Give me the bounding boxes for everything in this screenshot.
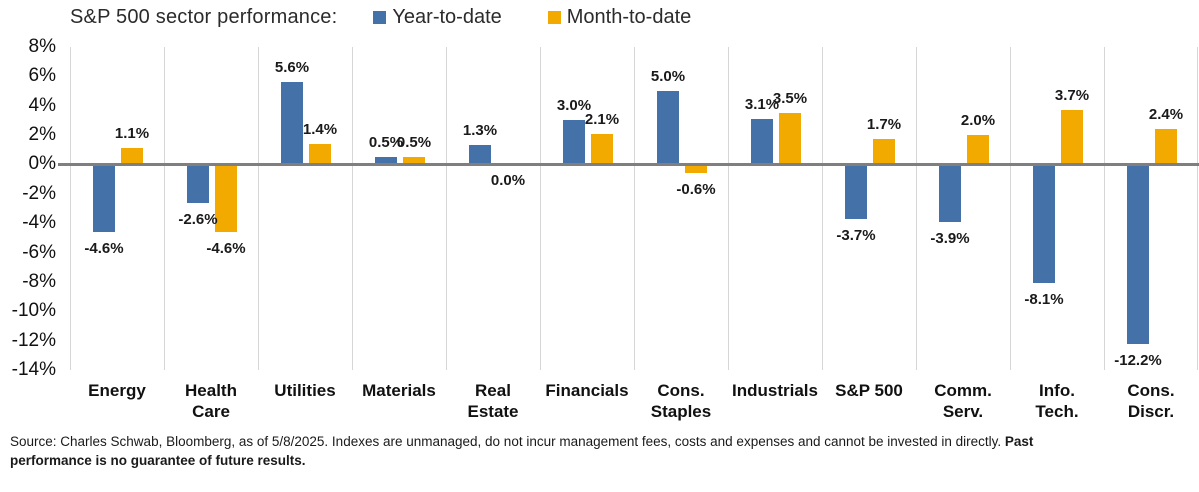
category-label: Cons. Staples [650, 381, 712, 421]
source-note-bold-text: Past performance is no guarantee of futu… [10, 434, 1034, 468]
category-label: Energy [88, 381, 146, 400]
bar-value-label: 1.3% [462, 122, 498, 140]
mtd-bar [685, 164, 707, 174]
ytd-bar [187, 164, 209, 203]
source-note-text: Source: Charles Schwab, Bloomberg, as of… [10, 434, 1005, 449]
chart-column: 5.6% 1.4% [258, 47, 352, 370]
bar-value-label: -0.6% [676, 181, 716, 199]
ytd-bar [751, 118, 773, 165]
y-axis-tick-label: 2% [28, 124, 56, 146]
chart-header: S&P 500 sector performance: Year-to-date… [70, 6, 737, 29]
ytd-bar [1127, 164, 1149, 344]
category-label: Materials [362, 381, 436, 400]
bar-value-label: 3.5% [772, 90, 808, 108]
bar-value-label: 2.4% [1148, 106, 1184, 124]
category-label: S&P 500 [835, 381, 903, 400]
y-axis-tick-label: -12% [11, 329, 56, 351]
y-axis-tick-label: -2% [22, 182, 56, 204]
bar-value-label: -12.2% [1114, 351, 1162, 369]
y-axis-tick-label: -8% [22, 270, 56, 292]
chart-column: -3.7% 1.7% [822, 47, 916, 370]
ytd-bar [375, 157, 397, 165]
ytd-legend-swatch-icon [373, 11, 387, 24]
y-axis-tick-label: -4% [22, 212, 56, 234]
category-label: Health Care [185, 381, 237, 421]
mtd-bar [1061, 110, 1083, 165]
source-note: Source: Charles Schwab, Bloomberg, as of… [10, 433, 1090, 471]
legend: Year-to-date Month-to-date [373, 6, 737, 29]
bar-value-label: 0.5% [368, 134, 404, 152]
category-label: Real Estate [467, 381, 519, 421]
ytd-bar [845, 164, 867, 219]
mtd-bar [403, 157, 425, 165]
chart-column: 5.0% -0.6% [634, 47, 728, 370]
y-axis-tick-label: -6% [22, 241, 56, 263]
chart-title: S&P 500 sector performance: [70, 6, 338, 28]
legend-item-mtd: Month-to-date [547, 6, 692, 29]
chart-column: -3.9% 2.0% [916, 47, 1010, 370]
ytd-bar [281, 82, 303, 165]
category-label: Industrials [732, 381, 818, 400]
bar-value-label: -4.6% [84, 239, 124, 257]
ytd-bar [469, 145, 491, 165]
ytd-bar [657, 91, 679, 165]
mtd-bar [121, 148, 143, 165]
bar-value-label: 2.1% [584, 110, 620, 128]
legend-label-ytd: Year-to-date [392, 6, 502, 28]
bar-value-label: 3.0% [556, 97, 592, 115]
bar-value-label: -3.9% [930, 229, 970, 247]
bar-value-label: -2.6% [178, 210, 218, 228]
y-axis-tick-label: -10% [11, 300, 56, 322]
ytd-bar [939, 164, 961, 222]
ytd-bar [563, 120, 585, 165]
legend-label-mtd: Month-to-date [566, 6, 692, 28]
category-label: Financials [545, 381, 629, 400]
chart-column: 3.0% 2.1% [540, 47, 634, 370]
chart-column: -2.6% -4.6% [164, 47, 258, 370]
category-label: Info. Tech. [1035, 381, 1079, 421]
chart-column: -8.1% 3.7% [1010, 47, 1104, 370]
chart-column: 1.3% 0.0% [446, 47, 540, 370]
mtd-bar [873, 139, 895, 165]
bar-value-label: 5.0% [650, 68, 686, 86]
bar-value-label: -8.1% [1024, 291, 1064, 309]
bar-value-label: 3.1% [744, 95, 780, 113]
bar-value-label: -3.7% [836, 226, 876, 244]
bar-value-label: 2.0% [960, 112, 996, 130]
mtd-bar [1155, 129, 1177, 165]
legend-item-ytd: Year-to-date [373, 6, 502, 29]
category-label: Utilities [274, 381, 336, 400]
mtd-bar [309, 143, 331, 165]
bar-value-label: 0.5% [396, 134, 432, 152]
y-axis-tick-label: 6% [28, 65, 56, 87]
mtd-bar [967, 135, 989, 165]
mtd-legend-swatch-icon [547, 11, 561, 24]
y-axis-tick-label: 0% [28, 153, 56, 175]
y-axis-tick-label: 4% [28, 94, 56, 116]
plot-area: -4.6% 1.1% -2.6% -4.6% 5.6% 1.4% 0.5% 0.5% 1.3% 0… [70, 47, 1198, 370]
y-axis-tick-label: -14% [11, 359, 56, 380]
bar-value-label: 1.4% [302, 120, 338, 138]
chart-column: 0.5% 0.5% [352, 47, 446, 370]
chart-column: -12.2% 2.4% [1104, 47, 1198, 370]
mtd-bar [215, 164, 237, 232]
mtd-bar [779, 113, 801, 165]
bar-value-label: 3.7% [1054, 87, 1090, 105]
category-label: Cons. Discr. [1127, 381, 1175, 421]
ytd-bar [1033, 164, 1055, 284]
chart-column: 3.1% 3.5% [728, 47, 822, 370]
chart-column: -4.6% 1.1% [70, 47, 164, 370]
bar-value-label: 1.1% [114, 125, 150, 143]
category-label: Comm. Serv. [934, 381, 992, 421]
ytd-bar [93, 164, 115, 232]
bar-value-label: 5.6% [274, 59, 310, 77]
zero-axis-line [58, 163, 1199, 166]
bar-value-label: 1.7% [866, 116, 902, 134]
bar-value-label: 0.0% [490, 172, 526, 190]
y-axis-tick-label: 8% [28, 36, 56, 57]
mtd-bar [591, 133, 613, 165]
bar-value-label: -4.6% [206, 239, 246, 257]
